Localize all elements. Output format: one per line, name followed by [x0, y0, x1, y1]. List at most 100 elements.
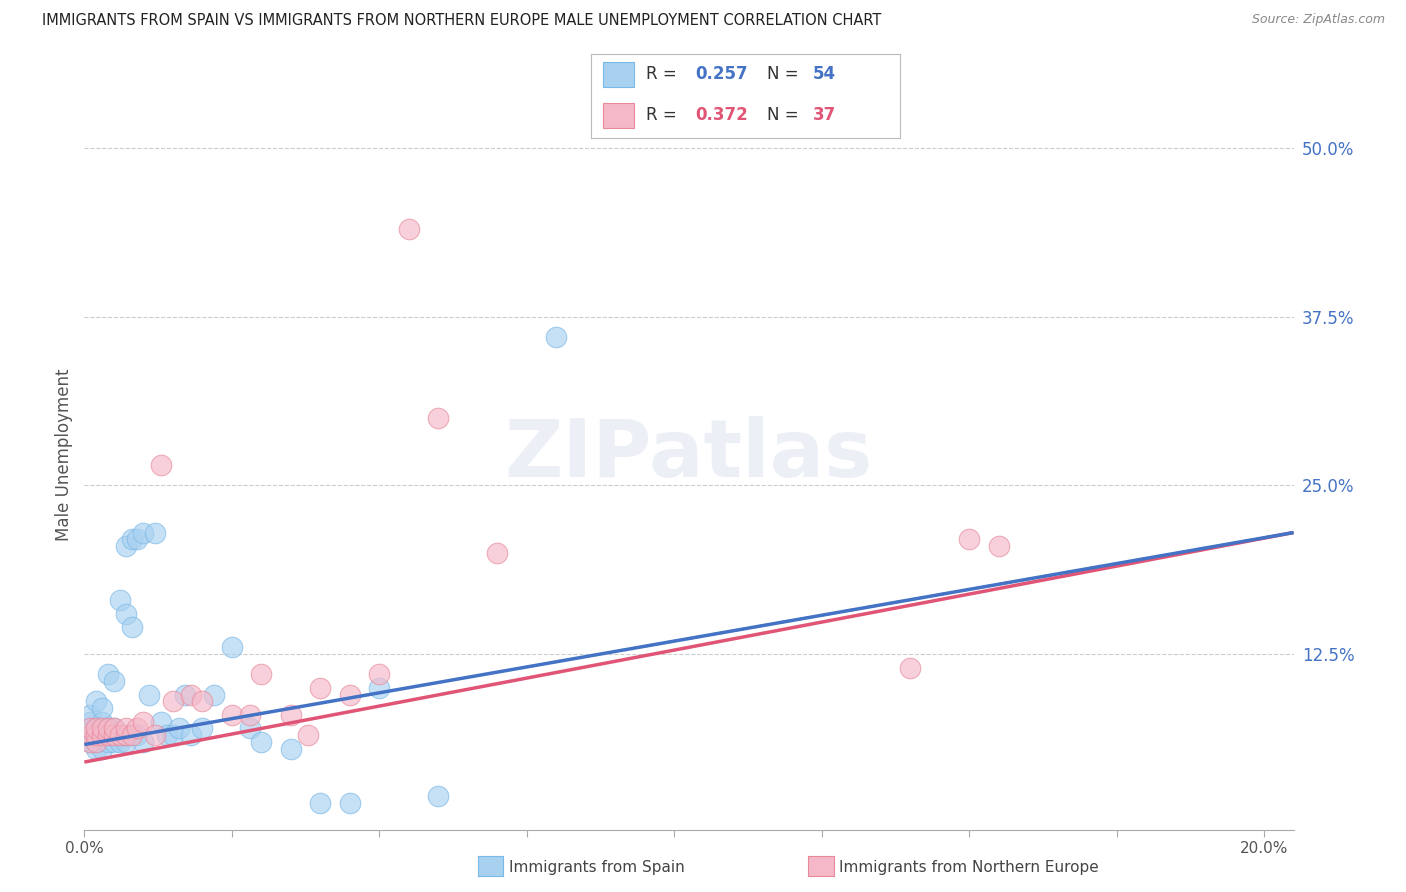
- Text: N =: N =: [766, 105, 804, 123]
- Point: [97, 721, 120, 735]
- Text: Immigrants from Northern Europe: Immigrants from Northern Europe: [839, 860, 1099, 874]
- Point: [191, 694, 214, 708]
- Point: [91, 728, 114, 742]
- Point: [143, 525, 166, 540]
- Point: [108, 735, 131, 749]
- Point: [398, 221, 420, 235]
- Point: [91, 701, 114, 715]
- Point: [280, 707, 302, 722]
- Point: [103, 735, 125, 749]
- Point: [79, 714, 101, 729]
- Point: [427, 410, 450, 425]
- Point: [84, 728, 107, 742]
- Point: [108, 728, 131, 742]
- Point: [221, 707, 243, 722]
- Point: [250, 735, 273, 749]
- Point: [173, 688, 195, 702]
- Point: [132, 525, 155, 540]
- Point: [368, 667, 391, 681]
- Text: R =: R =: [647, 65, 682, 83]
- Point: [138, 688, 160, 702]
- Point: [987, 539, 1010, 553]
- Point: [280, 741, 302, 756]
- Point: [84, 728, 107, 742]
- Point: [84, 721, 107, 735]
- Text: ZIPatlas: ZIPatlas: [505, 416, 873, 494]
- Point: [103, 721, 125, 735]
- Point: [114, 735, 136, 749]
- Point: [79, 728, 101, 742]
- Point: [309, 796, 332, 810]
- Point: [114, 728, 136, 742]
- Y-axis label: Male Unemployment: Male Unemployment: [55, 368, 73, 541]
- Point: [162, 728, 184, 742]
- Point: [103, 674, 125, 689]
- Point: [84, 694, 107, 708]
- Point: [121, 533, 143, 547]
- Point: [339, 688, 361, 702]
- Point: [103, 728, 125, 742]
- Point: [486, 546, 509, 560]
- Point: [97, 721, 120, 735]
- Point: [957, 533, 980, 547]
- Text: 37: 37: [813, 105, 837, 123]
- Point: [84, 741, 107, 756]
- Point: [162, 694, 184, 708]
- Point: [150, 714, 173, 729]
- Point: [238, 707, 260, 722]
- Point: [427, 789, 450, 803]
- Point: [79, 721, 101, 735]
- Point: [127, 533, 149, 547]
- Point: [191, 721, 214, 735]
- Point: [114, 539, 136, 553]
- FancyBboxPatch shape: [603, 103, 634, 128]
- Point: [114, 721, 136, 735]
- Point: [202, 688, 225, 702]
- Point: [546, 330, 568, 344]
- Point: [91, 721, 114, 735]
- Point: [368, 681, 391, 695]
- Point: [91, 714, 114, 729]
- Point: [97, 728, 120, 742]
- Point: [108, 593, 131, 607]
- Point: [121, 620, 143, 634]
- Point: [79, 735, 101, 749]
- Point: [121, 728, 143, 742]
- Point: [97, 667, 120, 681]
- Point: [79, 728, 101, 742]
- Text: 54: 54: [813, 65, 837, 83]
- Point: [103, 721, 125, 735]
- Text: Source: ZipAtlas.com: Source: ZipAtlas.com: [1251, 13, 1385, 27]
- Point: [114, 607, 136, 621]
- Text: R =: R =: [647, 105, 682, 123]
- Text: IMMIGRANTS FROM SPAIN VS IMMIGRANTS FROM NORTHERN EUROPE MALE UNEMPLOYMENT CORRE: IMMIGRANTS FROM SPAIN VS IMMIGRANTS FROM…: [42, 13, 882, 29]
- Point: [180, 688, 202, 702]
- Point: [91, 741, 114, 756]
- Point: [84, 735, 107, 749]
- Point: [108, 728, 131, 742]
- Point: [114, 728, 136, 742]
- Point: [97, 728, 120, 742]
- Point: [132, 735, 155, 749]
- Point: [132, 714, 155, 729]
- Point: [180, 728, 202, 742]
- Point: [127, 728, 149, 742]
- Point: [84, 735, 107, 749]
- Point: [97, 735, 120, 749]
- Text: Immigrants from Spain: Immigrants from Spain: [509, 860, 685, 874]
- Text: 0.372: 0.372: [696, 105, 748, 123]
- Point: [238, 721, 260, 735]
- Point: [79, 721, 101, 735]
- Point: [898, 660, 921, 674]
- Text: 0.257: 0.257: [696, 65, 748, 83]
- Point: [150, 458, 173, 472]
- Point: [84, 721, 107, 735]
- Point: [297, 728, 319, 742]
- Point: [221, 640, 243, 655]
- FancyBboxPatch shape: [603, 62, 634, 87]
- Text: N =: N =: [766, 65, 804, 83]
- Point: [156, 728, 179, 742]
- Point: [309, 681, 332, 695]
- Point: [127, 721, 149, 735]
- Point: [143, 728, 166, 742]
